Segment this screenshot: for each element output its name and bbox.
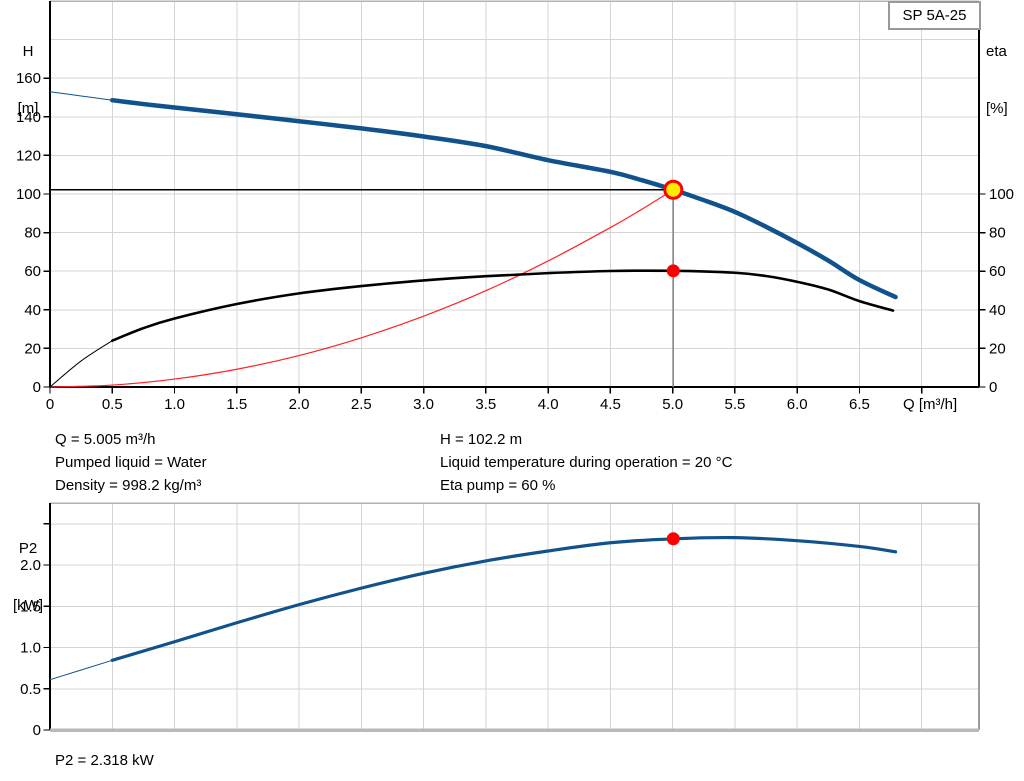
left-axis-title-symbol: H — [22, 43, 34, 60]
p2-point-marker — [666, 532, 680, 546]
y-left-tick-label: 120 — [16, 147, 41, 164]
p2-result: P2 = 2.318 kW — [55, 752, 154, 769]
pump-curve — [110, 97, 898, 300]
operating-info-left: Q = 5.005 m³/h Pumped liquid = Water Den… — [55, 428, 207, 497]
system-curve — [49, 189, 674, 388]
right-axis-title: eta [%] — [986, 4, 1024, 156]
p2-curve — [110, 535, 898, 662]
x-tick-label: 4.5 — [600, 396, 621, 413]
y-left-tick-label: 80 — [24, 225, 41, 242]
x-tick-label: 2.0 — [289, 396, 310, 413]
info-eta-pump: Eta pump = 60 % — [440, 477, 556, 494]
y-left-tick-label: 2.0 — [20, 557, 41, 574]
x-tick-label: 6.5 — [849, 396, 870, 413]
right-axis-title-unit: [%] — [986, 100, 1008, 117]
y-left-tick-label: 20 — [24, 340, 41, 357]
y-left-tick-label: 160 — [16, 70, 41, 87]
x-tick-label: 2.5 — [351, 396, 372, 413]
top-chart: 0 0.5 1.0 1.5 2.0 2.5 3.0 3.5 4.0 4.5 5.0 5.5 6.0 6.5… — [16, 0, 1014, 413]
y-right-tick-label: 40 — [989, 302, 1006, 319]
y-right-tick-label: 100 — [989, 186, 1014, 203]
p2-axis-title-unit: [kW] — [13, 597, 43, 614]
p2-axis-title: P2 [kW] — [5, 501, 51, 653]
x-tick-label: 6.0 — [787, 396, 808, 413]
y-left-tick-label: 40 — [24, 302, 41, 319]
duty-point-marker — [663, 179, 684, 200]
x-tick-label: 4.0 — [538, 396, 559, 413]
y-left-tick-label: 100 — [16, 186, 41, 203]
x-axis-title: Q [m³/h] — [903, 396, 958, 413]
y-right-tick-label: 80 — [989, 225, 1006, 242]
y-left-tick-label: 0.5 — [20, 681, 41, 698]
x-tick-label: 0.5 — [102, 396, 123, 413]
x-tick-label: 0 — [46, 396, 54, 413]
info-density: Density = 998.2 kg/m³ — [55, 477, 202, 494]
left-axis-title: H [m] — [10, 4, 46, 156]
y-left-tick-label: 0 — [33, 379, 41, 396]
info-liquid-temperature: Liquid temperature during operation = 20… — [440, 454, 733, 471]
pump-curve-thin — [49, 91, 113, 101]
pump-type-badge: SP 5A-25 — [888, 1, 981, 30]
x-tick-label: 1.0 — [164, 396, 185, 413]
info-pumped-liquid: Pumped liquid = Water — [55, 454, 207, 471]
y-left-tick-label: 140 — [16, 109, 41, 126]
y-left-tick-label: 0 — [33, 722, 41, 739]
y-right-tick-label: 60 — [989, 263, 1006, 280]
p2-curve-thin — [49, 659, 113, 681]
x-tick-label: 1.5 — [226, 396, 247, 413]
p2-axis-title-symbol: P2 — [18, 540, 38, 557]
x-tick-label: 3.5 — [475, 396, 496, 413]
y-left-tick-label: 1.5 — [20, 598, 41, 615]
x-tick-label: 5.0 — [662, 396, 683, 413]
y-right-tick-label: 20 — [989, 340, 1006, 357]
y-left-tick-label: 60 — [24, 263, 41, 280]
eta-curve — [110, 269, 895, 342]
y-right-tick-label: 0 — [989, 379, 997, 396]
x-tick-label: 3.0 — [413, 396, 434, 413]
bottom-chart: 0 0.5 1.0 1.5 2.0 — [20, 502, 980, 739]
y-left-tick-label: 1.0 — [20, 640, 41, 657]
eta-point-marker — [666, 264, 680, 278]
eta-curve-thin — [49, 340, 113, 388]
x-tick-label: 5.5 — [724, 396, 745, 413]
left-axis-title-unit: [m] — [17, 100, 39, 117]
operating-info-right: H = 102.2 m Liquid temperature during op… — [440, 428, 732, 497]
info-head: H = 102.2 m — [440, 431, 523, 448]
info-flow: Q = 5.005 m³/h — [55, 431, 156, 448]
right-axis-title-symbol: eta — [986, 43, 1007, 60]
